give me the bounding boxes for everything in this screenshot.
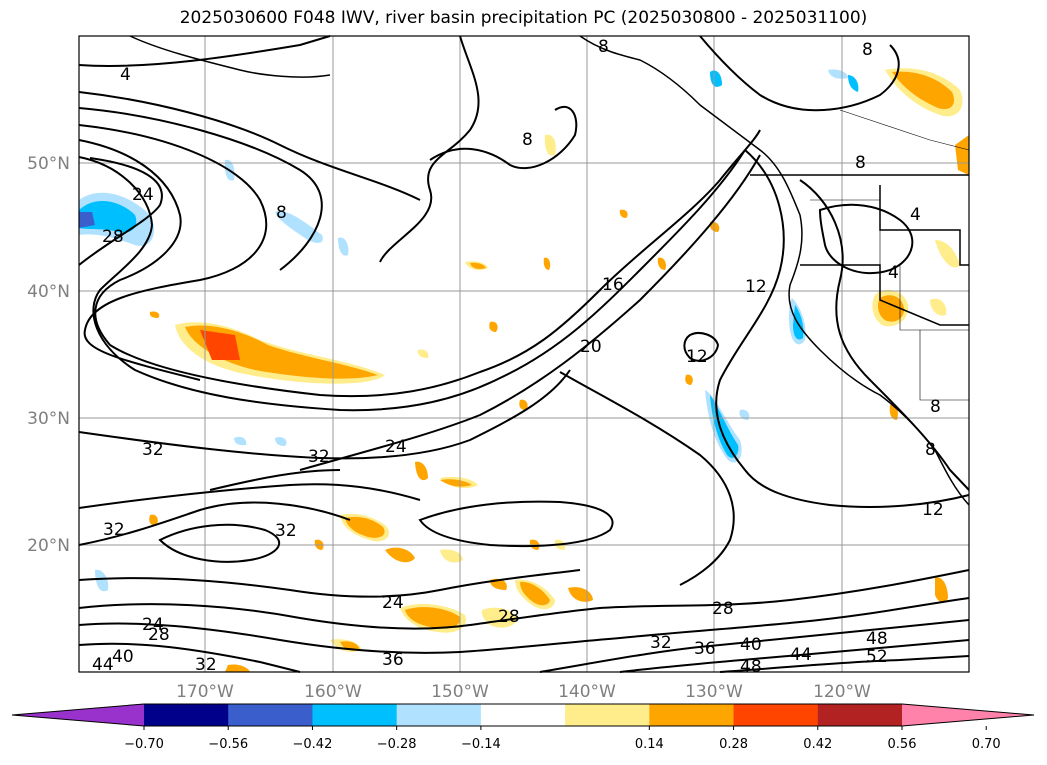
map-title: 2025030600 F048 IWV, river basin precipi… xyxy=(179,8,868,28)
state-borders xyxy=(810,109,970,401)
contour-label-8-f: 8 xyxy=(925,440,936,460)
contour-label-4-c: 4 xyxy=(888,263,899,283)
contour-label-12-a: 12 xyxy=(745,277,767,297)
contour-label-24-c: 24 xyxy=(382,593,404,613)
lon-label-170w: 170°W xyxy=(176,682,234,702)
contour-label-8-d: 8 xyxy=(862,40,873,60)
contour-label-4-a: 4 xyxy=(120,65,131,85)
contour-label-16: 16 xyxy=(602,275,624,295)
lon-label-120w: 120°W xyxy=(813,682,871,702)
contour-label-32-e: 32 xyxy=(650,633,672,653)
contour-label-32-c: 32 xyxy=(103,520,125,540)
contour-label-28-d: 28 xyxy=(148,625,170,645)
contour-label-32-f: 32 xyxy=(195,655,217,675)
colorbar-segment xyxy=(733,704,819,726)
colorbar-tick-label: −0.14 xyxy=(461,737,501,752)
map-gridlines xyxy=(79,36,969,672)
colorbar-segment xyxy=(312,704,398,726)
longitude-labels: 170°W 160°W 150°W 140°W 130°W 120°W xyxy=(176,682,871,702)
colorbar-extend-min xyxy=(12,704,144,726)
contour-label-40-a: 40 xyxy=(740,635,762,655)
lon-label-130w: 130°W xyxy=(685,682,743,702)
colorbar-segment xyxy=(649,704,735,726)
lon-label-150w: 150°W xyxy=(431,682,489,702)
colorbar-segment xyxy=(396,704,482,726)
lat-label-30n: 30°N xyxy=(27,409,70,429)
iwv-contours xyxy=(78,35,970,673)
colorbar-labels: −0.70 −0.56 −0.42 −0.28 −0.14 0.14 0.28 0.42 0.5… xyxy=(124,737,1001,752)
contour-label-12-b: 12 xyxy=(686,347,708,367)
contour-label-32-d: 32 xyxy=(275,521,297,541)
contour-label-36-b: 36 xyxy=(382,650,404,670)
contour-label-8-e: 8 xyxy=(855,153,866,173)
contour-label-28-c: 28 xyxy=(712,599,734,619)
contour-label-24-d: 24 xyxy=(142,615,164,635)
contour-label-48-b: 48 xyxy=(740,657,762,677)
contour-label-48-a: 48 xyxy=(866,629,888,649)
colorbar-tick-label: 0.70 xyxy=(972,737,1001,752)
lat-label-40n: 40°N xyxy=(27,282,70,302)
colorbar-segment xyxy=(565,704,650,726)
contour-label-40-b: 40 xyxy=(112,647,134,667)
contour-label-4-b: 4 xyxy=(910,205,921,225)
colorbar-tick-label: −0.28 xyxy=(377,737,417,752)
contour-label-24-a: 24 xyxy=(385,437,407,457)
contour-label-32-a: 32 xyxy=(142,440,164,460)
latitude-labels: 50°N 40°N 30°N 20°N xyxy=(27,154,70,556)
colorbar-segment xyxy=(228,704,313,726)
contour-label-8-c: 8 xyxy=(276,203,287,223)
contour-label-24-b: 24 xyxy=(132,185,154,205)
coastlines xyxy=(129,35,970,506)
lat-label-20n: 20°N xyxy=(27,536,70,556)
iwv-contour-labels: 4 8 8 8 8 4 4 8 16 12 12 20 24 24 28 32 … xyxy=(92,37,944,677)
contour-label-52: 52 xyxy=(866,647,888,667)
lon-label-140w: 140°W xyxy=(558,682,616,702)
contour-label-8-a: 8 xyxy=(598,37,609,57)
colorbar xyxy=(11,703,1035,730)
colorbar-segment xyxy=(817,704,903,726)
contour-label-28-b: 28 xyxy=(498,607,520,627)
colorbar-segment xyxy=(480,704,566,726)
colorbar-extend-max xyxy=(902,704,1034,726)
contour-label-8-b: 8 xyxy=(522,130,533,150)
contour-label-8-g: 8 xyxy=(930,397,941,417)
contour-label-12-c: 12 xyxy=(922,500,944,520)
colorbar-tick-label: −0.56 xyxy=(208,737,248,752)
lon-label-160w: 160°W xyxy=(304,682,362,702)
contour-label-32-b: 32 xyxy=(308,447,330,467)
colorbar-tick-label: 0.14 xyxy=(635,737,664,752)
colorbar-segment xyxy=(144,704,229,726)
lat-label-50n: 50°N xyxy=(27,154,70,174)
contour-label-44-a: 44 xyxy=(790,645,812,665)
colorbar-tick-label: 0.56 xyxy=(888,737,917,752)
colorbar-tick-label: −0.42 xyxy=(293,737,333,752)
contour-label-28-a: 28 xyxy=(102,227,124,247)
colorbar-tick-label: 0.28 xyxy=(719,737,748,752)
colorbar-tick-label: 0.42 xyxy=(803,737,832,752)
colorbar-tick-label: −0.70 xyxy=(124,737,164,752)
contour-label-44-b: 44 xyxy=(92,655,114,675)
map-frame xyxy=(78,35,970,673)
contour-label-36-a: 36 xyxy=(694,639,716,659)
precip-shading xyxy=(79,68,969,672)
contour-label-20: 20 xyxy=(580,337,602,357)
